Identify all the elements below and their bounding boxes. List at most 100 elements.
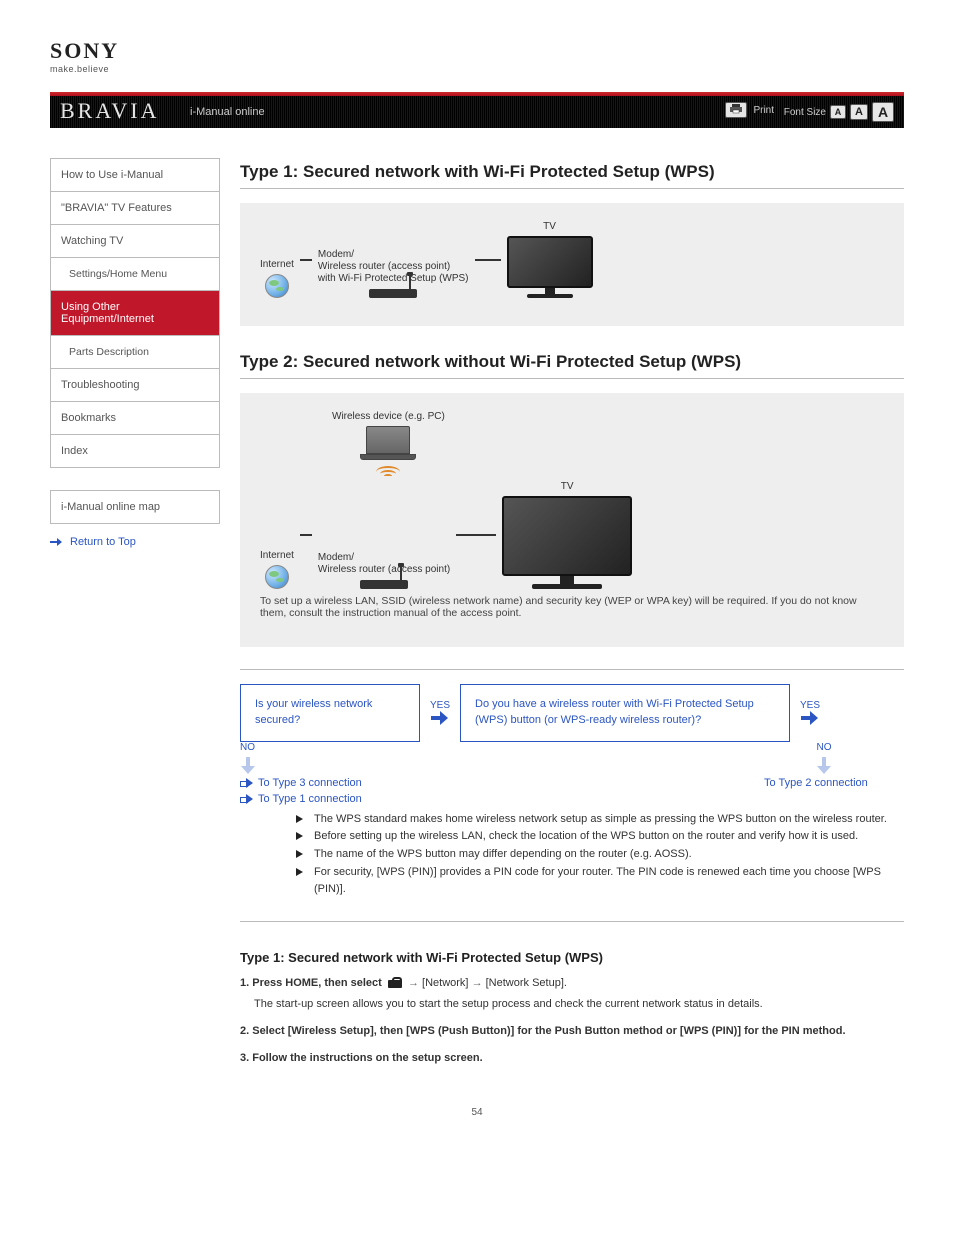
type1-figure: Internet Modem/ Wireless router (access … (240, 203, 904, 326)
step3-text: 3. Follow the instructions on the setup … (240, 1052, 483, 1064)
print-control: Print (725, 102, 774, 118)
imanual-map-box[interactable]: i-Manual online map (50, 490, 220, 524)
font-size-medium-button[interactable]: A (850, 104, 868, 120)
flow-below-b: NO To Type 2 connection (554, 742, 904, 805)
laptop-icon (360, 426, 416, 460)
sidebar: How to Use i-Manual "BRAVIA" TV Features… (50, 158, 220, 1067)
fig1-internet-label: Internet (260, 259, 294, 270)
brand-logo: SONY (50, 40, 904, 62)
settings-icon (388, 977, 402, 988)
outline-arrow-icon (240, 778, 254, 788)
nav-watching-tv[interactable]: Watching TV (51, 225, 219, 258)
font-size-large-button[interactable]: A (872, 102, 894, 122)
step-2: 2. Select [Wireless Setup], then [WPS (P… (240, 1023, 904, 1040)
font-size-control: Font Size A A A (784, 102, 894, 122)
router-icon (360, 580, 408, 589)
divider (240, 378, 904, 379)
tv-icon (502, 496, 632, 589)
flow-box-secured: Is your wireless network secured? (240, 684, 420, 742)
fig2-internet-label: Internet (260, 550, 294, 561)
divider (240, 669, 904, 670)
fig2-device-label: Wireless device (e.g. PC) (332, 411, 445, 422)
arrow-glyph: → (408, 977, 419, 989)
font-size-label: Font Size (784, 107, 826, 118)
divider (240, 188, 904, 189)
iguide-label: i-Manual online (190, 106, 265, 118)
flow-note-4: For security, [WPS (PIN)] provides a PIN… (296, 864, 904, 899)
nav-how-to-use[interactable]: How to Use i-Manual (51, 159, 219, 192)
flow-note-1: The WPS standard makes home wireless net… (296, 811, 904, 829)
wifi-icon (376, 462, 400, 478)
nav-troubleshooting[interactable]: Troubleshooting (51, 369, 219, 402)
fig2-router-line2: Wireless router (access point) (318, 564, 450, 576)
fig2-router-label: Modem/ Wireless router (access point) (318, 552, 450, 576)
arrow-right-icon (50, 538, 64, 546)
wire-icon (456, 534, 496, 536)
nav-menu: How to Use i-Manual "BRAVIA" TV Features… (50, 158, 220, 468)
to-type3-link[interactable]: To Type 3 connection (258, 777, 362, 789)
flow-box-a-text: Is your wireless network secured? (255, 698, 372, 726)
globe-icon (265, 274, 289, 298)
nav-parts-description[interactable]: Parts Description (51, 336, 219, 369)
to-type1-link[interactable]: To Type 1 connection (258, 793, 362, 805)
page-number: 54 (50, 1107, 904, 1118)
step2-text: 2. Select [Wireless Setup], then [WPS (P… (240, 1025, 846, 1037)
step1-path2: [Network Setup]. (486, 977, 567, 989)
step-3: 3. Follow the instructions on the setup … (240, 1050, 904, 1067)
brand-tagline: make.believe (50, 64, 904, 74)
return-to-top-link[interactable]: Return to Top (50, 536, 220, 548)
fig1-router-line1: Modem/ (318, 249, 469, 261)
globe-icon (265, 565, 289, 589)
fig1-router-label: Modem/ Wireless router (access point) wi… (318, 249, 469, 285)
step-1: 1. Press HOME, then select → [Network] →… (240, 975, 904, 1013)
flow-note-3: The name of the WPS button may differ de… (296, 846, 904, 864)
fig2-router-line1: Modem/ (318, 552, 450, 564)
wire-icon (300, 534, 312, 536)
return-label: Return to Top (70, 536, 136, 548)
flow-box-b-text: Do you have a wireless router with Wi-Fi… (475, 698, 754, 726)
logo-block: SONY make.believe (50, 40, 904, 74)
fig2-tv-label: TV (561, 481, 574, 492)
instructions-heading: Type 1: Secured network with Wi-Fi Prote… (240, 950, 904, 965)
flow-yes-1: YES (430, 700, 450, 711)
flow-yes-2: YES (800, 700, 820, 711)
router-icon (369, 289, 417, 298)
arrow-right-icon (431, 711, 449, 725)
flow-no-2: NO (817, 742, 832, 753)
arrow-glyph: → (472, 977, 483, 989)
arrow-down-icon (241, 757, 255, 775)
fig1-router-line3: with Wi-Fi Protected Setup (WPS) (318, 273, 469, 285)
flow-note-2: Before setting up the wireless LAN, chec… (296, 828, 904, 846)
nav-bravia-features[interactable]: "BRAVIA" TV Features (51, 192, 219, 225)
fig1-router-line2: Wireless router (access point) (318, 261, 469, 273)
nav-bookmarks[interactable]: Bookmarks (51, 402, 219, 435)
step1-msg: The start-up screen allows you to start … (254, 996, 904, 1013)
product-logo: BRAVIA (60, 98, 160, 128)
to-type2-link[interactable]: To Type 2 connection (764, 777, 868, 789)
step1-path1: [Network] (422, 977, 468, 989)
print-icon (730, 103, 742, 117)
step1-lead: 1. Press HOME, then select (240, 977, 382, 989)
type2-figure: Wireless device (e.g. PC) Internet (240, 393, 904, 647)
flow-notes-list: The WPS standard makes home wireless net… (256, 811, 904, 899)
font-size-small-button[interactable]: A (830, 105, 846, 119)
flow-below-a: NO To Type 3 connection To Type 1 connec… (240, 742, 440, 805)
fig1-tv-label: TV (543, 221, 556, 232)
arrow-right-icon (801, 711, 819, 725)
main-content: Type 1: Secured network with Wi-Fi Prote… (240, 158, 904, 1067)
nav-other-equipment[interactable]: Using Other Equipment/Internet (51, 291, 219, 336)
top-bar: BRAVIA i-Manual online Print Font Size A… (50, 92, 904, 128)
arrow-down-icon (817, 757, 831, 775)
type1-heading: Type 1: Secured network with Wi-Fi Prote… (240, 162, 904, 182)
wire-icon (300, 259, 312, 261)
tv-icon (507, 236, 593, 298)
print-label: Print (753, 105, 774, 116)
type2-heading: Type 2: Secured network without Wi-Fi Pr… (240, 352, 904, 372)
flow-box-wps: Do you have a wireless router with Wi-Fi… (460, 684, 790, 742)
divider (240, 921, 904, 922)
flow-diagram: Is your wireless network secured? YES Do… (240, 684, 904, 899)
outline-arrow-icon (240, 794, 254, 804)
print-button[interactable] (725, 102, 747, 118)
nav-settings-home[interactable]: Settings/Home Menu (51, 258, 219, 291)
nav-index[interactable]: Index (51, 435, 219, 467)
